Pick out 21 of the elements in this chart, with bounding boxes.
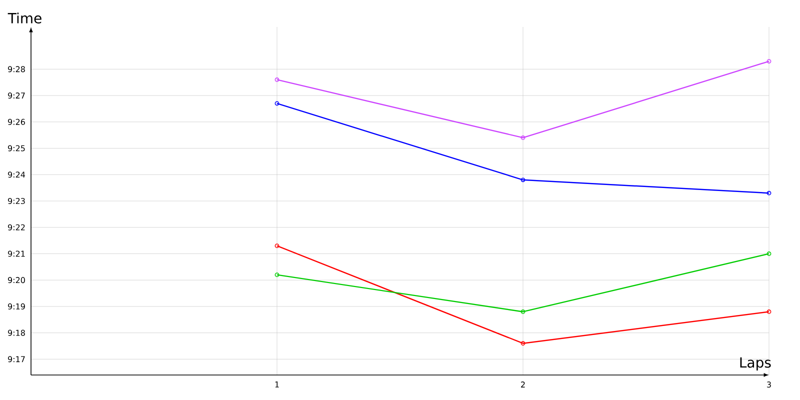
point bbox=[520, 341, 526, 346]
y-tick-label: 9:19 bbox=[8, 303, 25, 310]
y-axis-title: Time bbox=[8, 12, 42, 24]
y-tick-label: 9:27 bbox=[8, 92, 25, 99]
x-axis-title: Laps bbox=[740, 357, 771, 370]
y-tick-label: 9:20 bbox=[8, 277, 25, 284]
y-tick-label: 9:18 bbox=[8, 330, 25, 336]
y-tick-label: 9:23 bbox=[8, 198, 25, 204]
x-tick-label: 1 bbox=[275, 382, 279, 388]
y-tick-label: 9:24 bbox=[8, 172, 26, 178]
y-tick-label: 9:25 bbox=[8, 145, 25, 152]
point bbox=[520, 136, 526, 140]
point bbox=[520, 310, 526, 314]
y-tick-label: 9:28 bbox=[8, 66, 25, 72]
point bbox=[520, 178, 526, 182]
y-tick-label: 9:21 bbox=[8, 250, 25, 257]
x-tick-label: 2 bbox=[521, 382, 525, 388]
y-tick-label: 9:22 bbox=[8, 224, 25, 230]
x-tick-label: 3 bbox=[767, 382, 771, 388]
y-tick-label: 9:26 bbox=[8, 118, 25, 125]
y-tick-label: 9:17 bbox=[8, 356, 25, 362]
